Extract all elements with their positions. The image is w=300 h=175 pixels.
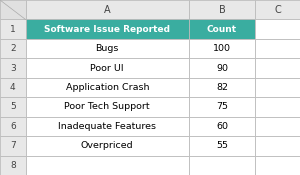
Bar	[189, 117, 255, 136]
Bar	[255, 117, 300, 136]
Bar	[0, 0, 26, 19]
Bar	[26, 136, 189, 156]
Text: 3: 3	[10, 64, 16, 73]
Bar	[189, 136, 255, 156]
Bar	[189, 97, 255, 117]
Text: Software Issue Reported: Software Issue Reported	[44, 25, 170, 34]
Text: B: B	[219, 5, 225, 15]
Bar	[255, 0, 300, 19]
Bar	[189, 0, 255, 19]
Text: 1: 1	[10, 25, 16, 34]
Text: 90: 90	[216, 64, 228, 73]
Text: 7: 7	[10, 141, 16, 150]
Bar	[26, 117, 189, 136]
Bar	[255, 19, 300, 39]
Bar	[189, 19, 255, 39]
Text: Poor Tech Support: Poor Tech Support	[64, 102, 150, 111]
Bar	[26, 0, 189, 19]
Text: 6: 6	[10, 122, 16, 131]
Bar	[189, 78, 255, 97]
Bar	[255, 156, 300, 175]
Text: 8: 8	[10, 161, 16, 170]
Text: Application Crash: Application Crash	[65, 83, 149, 92]
Bar	[26, 156, 189, 175]
Bar	[0, 117, 26, 136]
Bar	[0, 78, 26, 97]
Text: 75: 75	[216, 102, 228, 111]
Bar	[26, 39, 189, 58]
Bar	[0, 19, 26, 39]
Bar	[0, 156, 26, 175]
Text: 100: 100	[213, 44, 231, 53]
Text: Bugs: Bugs	[96, 44, 119, 53]
Bar	[0, 39, 26, 58]
Text: A: A	[104, 5, 111, 15]
Bar	[26, 97, 189, 117]
Bar	[189, 39, 255, 58]
Bar	[189, 156, 255, 175]
Bar	[255, 39, 300, 58]
Bar	[0, 136, 26, 156]
Bar	[26, 19, 189, 39]
Text: Count: Count	[207, 25, 237, 34]
Bar	[255, 78, 300, 97]
Text: 5: 5	[10, 102, 16, 111]
Bar	[189, 58, 255, 78]
Bar	[0, 58, 26, 78]
Bar	[255, 97, 300, 117]
Bar	[0, 97, 26, 117]
Text: 60: 60	[216, 122, 228, 131]
Bar	[26, 78, 189, 97]
Text: 82: 82	[216, 83, 228, 92]
Bar	[255, 58, 300, 78]
Text: Inadequate Features: Inadequate Features	[58, 122, 156, 131]
Bar	[255, 136, 300, 156]
Text: C: C	[274, 5, 281, 15]
Text: Overpriced: Overpriced	[81, 141, 134, 150]
Text: 2: 2	[10, 44, 16, 53]
Text: 4: 4	[10, 83, 16, 92]
Text: 55: 55	[216, 141, 228, 150]
Text: Poor UI: Poor UI	[90, 64, 124, 73]
Bar	[26, 58, 189, 78]
